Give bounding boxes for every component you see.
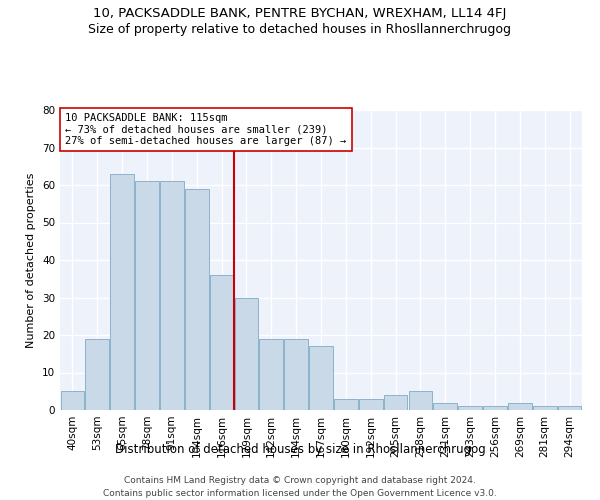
Text: Contains public sector information licensed under the Open Government Licence v3: Contains public sector information licen… <box>103 489 497 498</box>
Bar <box>210 275 233 410</box>
Bar <box>235 298 258 410</box>
Bar <box>61 391 84 410</box>
Bar <box>483 406 507 410</box>
Bar <box>508 402 532 410</box>
Bar <box>259 339 283 410</box>
Text: Distribution of detached houses by size in Rhosllannerchrugog: Distribution of detached houses by size … <box>115 442 485 456</box>
Text: 10, PACKSADDLE BANK, PENTRE BYCHAN, WREXHAM, LL14 4FJ: 10, PACKSADDLE BANK, PENTRE BYCHAN, WREX… <box>94 8 506 20</box>
Bar <box>160 181 184 410</box>
Text: Contains HM Land Registry data © Crown copyright and database right 2024.: Contains HM Land Registry data © Crown c… <box>124 476 476 485</box>
Bar <box>110 174 134 410</box>
Bar <box>334 399 358 410</box>
Bar <box>359 399 383 410</box>
Text: 10 PACKSADDLE BANK: 115sqm
← 73% of detached houses are smaller (239)
27% of sem: 10 PACKSADDLE BANK: 115sqm ← 73% of deta… <box>65 113 346 146</box>
Bar <box>409 391 432 410</box>
Bar <box>284 339 308 410</box>
Bar <box>384 395 407 410</box>
Text: Size of property relative to detached houses in Rhosllannerchrugog: Size of property relative to detached ho… <box>89 22 511 36</box>
Bar <box>433 402 457 410</box>
Bar <box>309 346 333 410</box>
Bar <box>135 181 159 410</box>
Bar <box>558 406 581 410</box>
Bar <box>533 406 557 410</box>
Y-axis label: Number of detached properties: Number of detached properties <box>26 172 37 348</box>
Bar <box>458 406 482 410</box>
Bar <box>185 188 209 410</box>
Bar <box>85 339 109 410</box>
